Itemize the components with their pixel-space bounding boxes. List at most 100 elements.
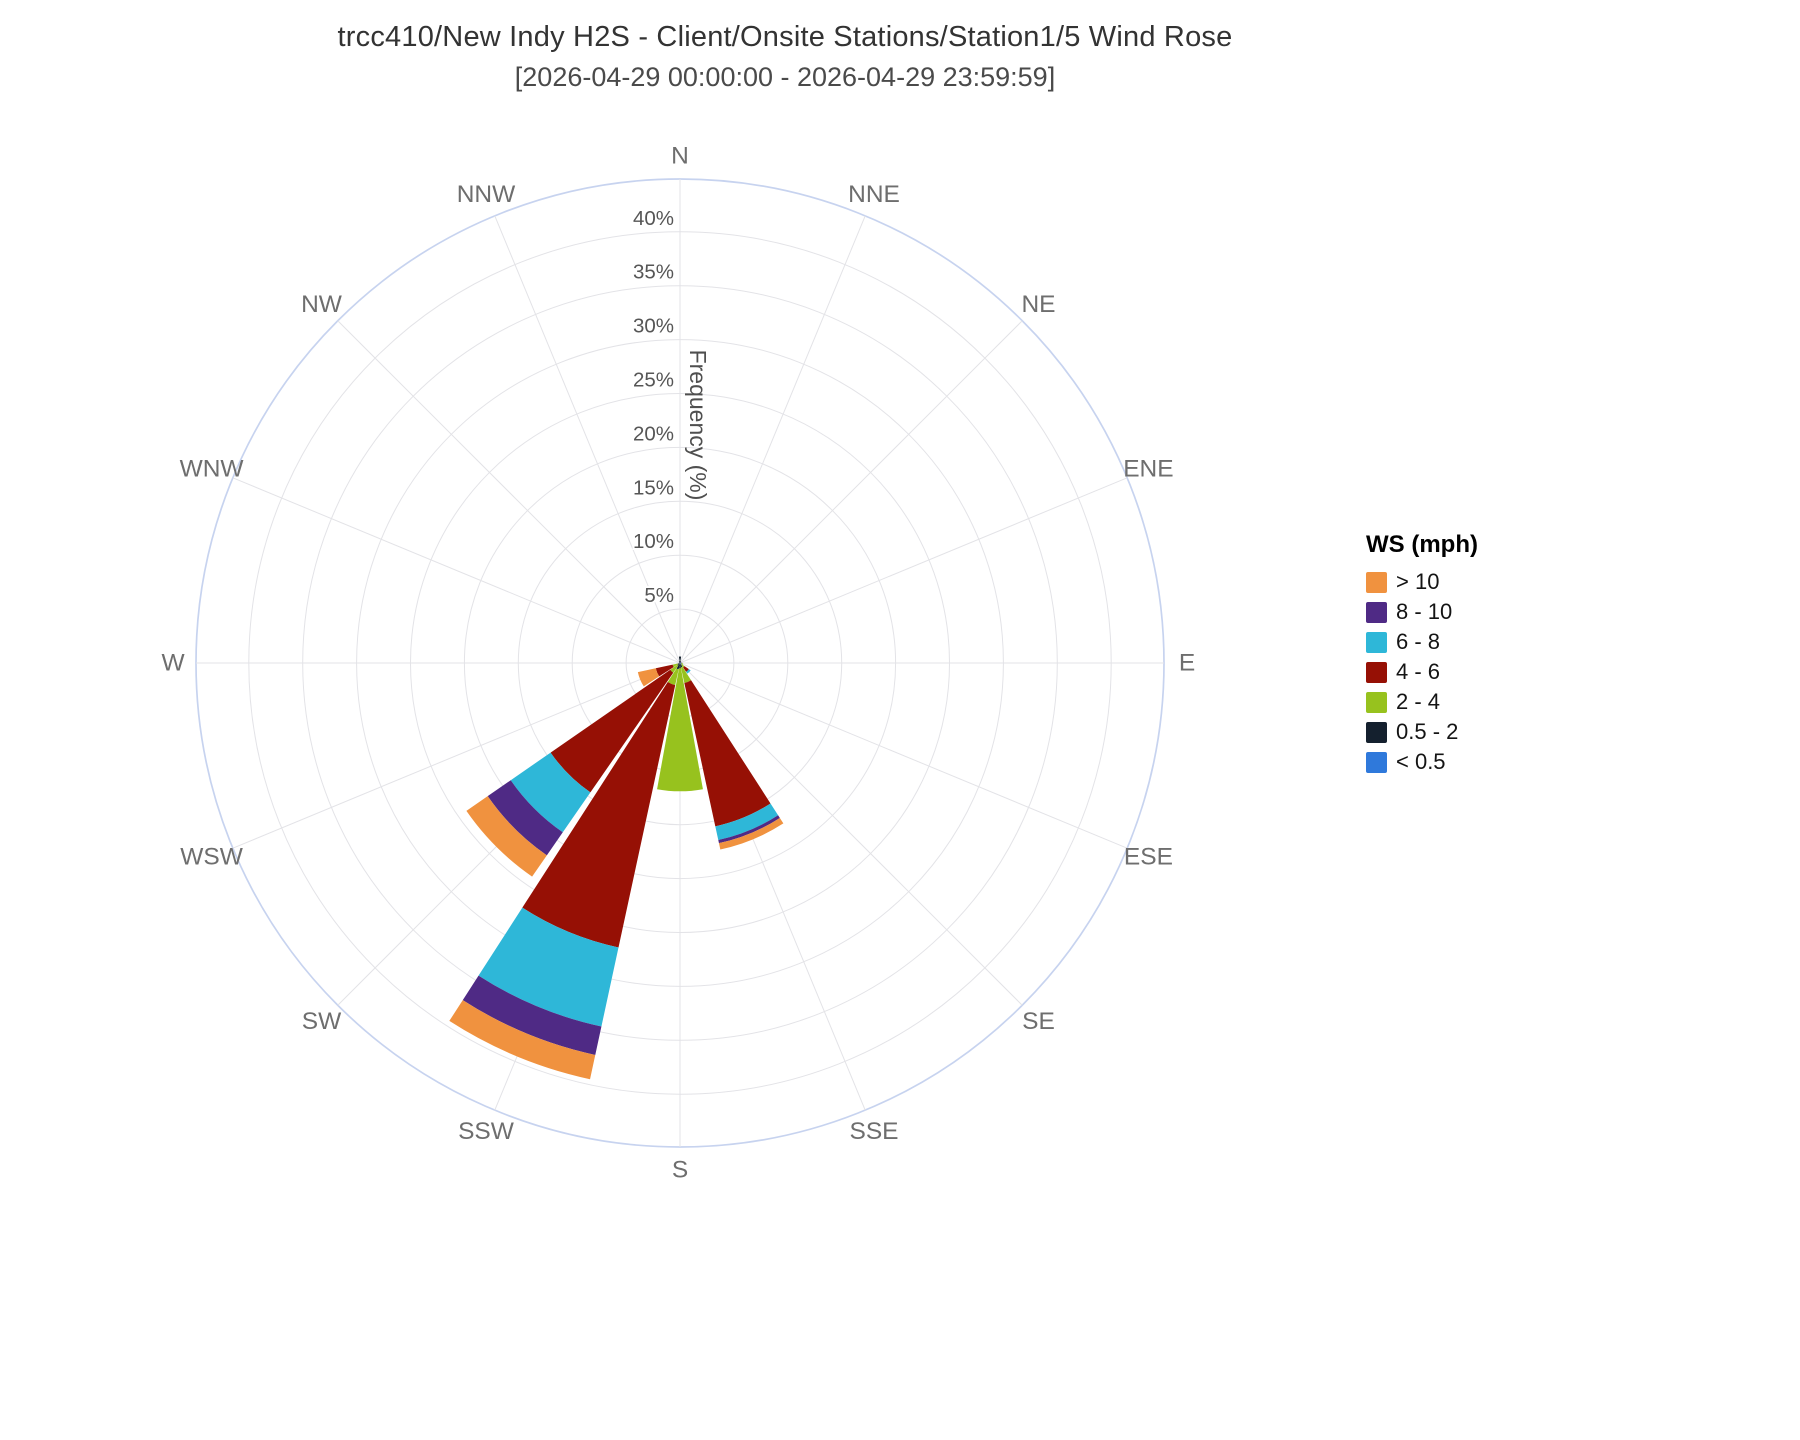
legend-entry: < 0.5	[1366, 747, 1478, 777]
radial-tick-label: 25%	[633, 369, 674, 392]
legend-entry-label: > 10	[1396, 569, 1440, 594]
petal-segment	[679, 663, 680, 665]
legend-swatch	[1366, 721, 1387, 743]
petal-segment	[686, 669, 691, 674]
petal-segment	[678, 656, 682, 662]
petal-segment	[683, 666, 689, 672]
petal-segment	[676, 663, 680, 670]
direction-label: WNW	[180, 455, 245, 482]
spoke-line	[232, 477, 681, 664]
petal-segment	[462, 975, 602, 1055]
petal-segment	[681, 664, 685, 668]
petal-segment	[680, 662, 682, 663]
direction-label: NE	[1021, 291, 1055, 318]
spoke-line	[679, 320, 1023, 664]
legend-swatch	[1366, 691, 1387, 713]
petal-segment	[680, 663, 682, 664]
legend-entry-label: 6 - 8	[1396, 629, 1441, 654]
spoke-line	[232, 662, 681, 849]
petal-segment	[718, 815, 780, 844]
radial-tick-label: 30%	[633, 315, 674, 338]
petal-segment	[680, 663, 684, 665]
petal-segment	[670, 664, 679, 673]
legend-entry: 2 - 4	[1366, 687, 1478, 717]
chart-subtitle: [2026-04-29 00:00:00 - 2026-04-29 23:59:…	[514, 62, 1056, 92]
spoke-line	[494, 215, 681, 664]
radial-tick-label: 35%	[633, 261, 674, 284]
petal-segment	[679, 664, 681, 669]
radial-axis-title: Frequency (%)	[685, 350, 711, 501]
legend-entry-label: 2 - 4	[1396, 689, 1441, 714]
radial-tick-label: 40%	[633, 207, 674, 230]
direction-label: NNE	[848, 181, 900, 208]
legend-swatch	[1366, 631, 1387, 653]
chart-title: trcc410/New Indy H2S - Client/Onsite Sta…	[337, 21, 1233, 53]
radial-tick-label: 20%	[633, 422, 674, 445]
petal-segment	[449, 1000, 596, 1080]
radial-tick-label: 15%	[633, 476, 674, 499]
legend-entry-list: > 10 8 - 10 6 - 8 4 - 6 2 - 4 0.5 - 2 < 0.5	[1366, 567, 1478, 777]
direction-label: ENE	[1123, 455, 1173, 482]
legend-entry: 4 - 6	[1366, 657, 1478, 687]
petal-segment	[680, 663, 682, 665]
petal-segment	[680, 660, 682, 663]
direction-label: SW	[302, 1008, 342, 1035]
petal-segment	[678, 662, 680, 663]
direction-label: S	[672, 1157, 688, 1184]
direction-label: NNW	[457, 181, 516, 208]
legend: WS (mph) > 10 8 - 10 6 - 8 4 - 6 2 - 4 0.5 - …	[1366, 531, 1478, 777]
legend-entry: 8 - 10	[1366, 597, 1478, 627]
petal-segment	[718, 817, 784, 850]
legend-entry-label: 4 - 6	[1396, 659, 1441, 684]
legend-entry-label: 0.5 - 2	[1396, 719, 1459, 744]
radial-tick-label: 10%	[633, 530, 674, 553]
petal-segment	[680, 662, 681, 663]
petal-segment	[678, 660, 680, 663]
petal-segment	[522, 682, 676, 948]
petal-segment	[680, 662, 683, 664]
direction-label: W	[161, 650, 185, 677]
direction-label: ESE	[1124, 844, 1173, 871]
legend-swatch	[1366, 751, 1387, 773]
direction-label: N	[671, 143, 689, 170]
direction-label: E	[1179, 650, 1195, 677]
petal-segment	[677, 663, 680, 665]
petal-segment	[655, 664, 674, 677]
direction-label: SSE	[850, 1118, 899, 1145]
petal-segment	[657, 668, 703, 792]
petal-segment	[667, 668, 679, 686]
petal-segment	[466, 796, 547, 877]
petal-segment	[715, 803, 779, 841]
petal-segment	[679, 662, 680, 663]
petal-segment	[680, 663, 681, 665]
legend-entry-label: < 0.5	[1396, 749, 1446, 774]
petal-segment	[550, 669, 674, 793]
spoke-line	[337, 320, 681, 664]
legend-swatch	[1366, 571, 1387, 593]
direction-label: SSW	[458, 1118, 515, 1145]
direction-label: WSW	[180, 844, 243, 871]
legend-title: WS (mph)	[1366, 531, 1478, 558]
legend-entry: 6 - 8	[1366, 627, 1478, 657]
direction-label: NW	[301, 291, 343, 318]
petal-segment	[684, 680, 771, 827]
petal-segment	[672, 663, 679, 668]
legend-swatch	[1366, 661, 1387, 683]
petal-segment	[487, 780, 563, 856]
spoke-line	[679, 477, 1128, 664]
petal-segment	[510, 752, 591, 833]
legend-entry-label: 8 - 10	[1396, 599, 1453, 624]
petal-segment	[680, 666, 692, 684]
direction-label: SE	[1022, 1008, 1055, 1035]
legend-entry: > 10	[1366, 567, 1478, 597]
spoke-line	[679, 662, 1128, 849]
petal-segment	[637, 668, 660, 687]
legend-swatch	[1366, 601, 1387, 623]
spoke-line	[679, 215, 866, 664]
petal-segment	[677, 663, 680, 666]
spoke-line	[679, 662, 1023, 1006]
radial-tick-label: 5%	[644, 584, 674, 607]
petal-segment	[680, 663, 683, 668]
legend-entry: 0.5 - 2	[1366, 717, 1478, 747]
